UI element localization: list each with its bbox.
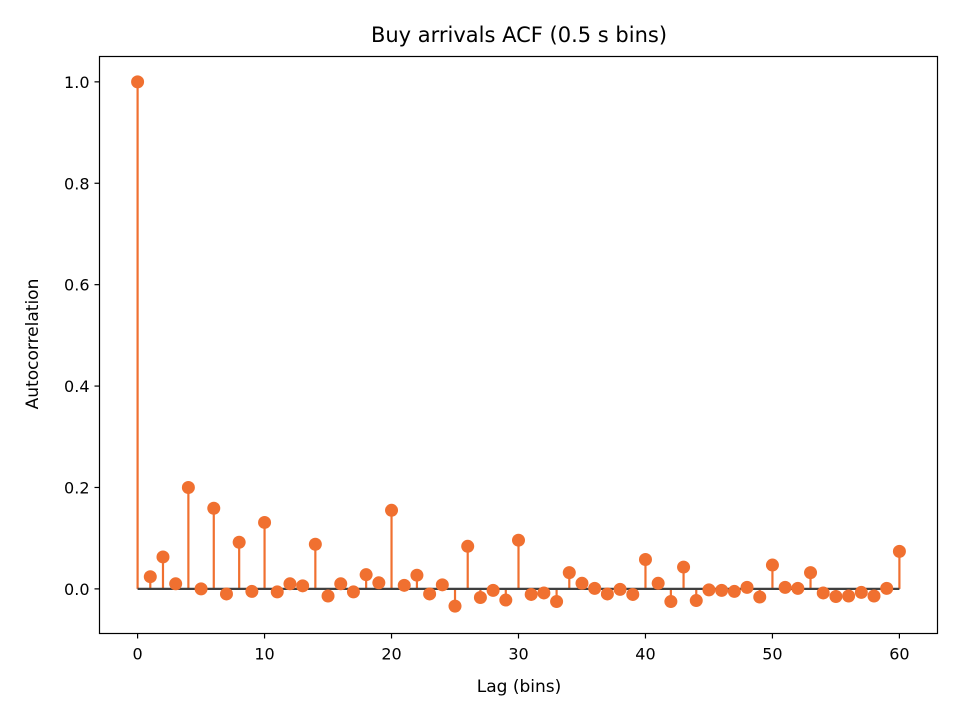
stem-marker: [727, 584, 741, 598]
x-tick-label: 30: [508, 645, 528, 664]
stem-marker: [131, 75, 145, 89]
stem-marker: [562, 566, 576, 580]
stem-marker: [283, 577, 297, 591]
stem-marker: [600, 587, 614, 601]
y-tick-label: 0.0: [64, 580, 89, 599]
stem-marker: [346, 585, 360, 599]
chart-title: Buy arrivals ACF (0.5 s bins): [371, 23, 667, 47]
x-tick-label: 50: [762, 645, 782, 664]
stem-marker: [791, 581, 805, 595]
stem-marker: [258, 515, 272, 529]
y-tick-label: 0.2: [64, 478, 89, 497]
y-tick-label: 0.8: [64, 174, 89, 193]
stem-marker: [169, 577, 183, 591]
x-tick-label: 60: [889, 645, 909, 664]
stem-marker: [816, 586, 830, 600]
stem-marker: [334, 577, 348, 591]
stem-marker: [156, 550, 170, 564]
stem-marker: [448, 599, 462, 613]
stem-marker: [207, 501, 221, 515]
stem-marker: [512, 533, 525, 547]
stem-marker: [689, 594, 703, 608]
stem-marker: [638, 552, 652, 566]
stem-marker: [524, 587, 538, 601]
stem-marker: [575, 576, 589, 590]
stem-marker: [740, 580, 754, 594]
stem-marker: [308, 537, 322, 551]
stem-marker: [410, 568, 424, 582]
stem-marker: [854, 585, 868, 599]
stem-marker: [842, 589, 856, 603]
stem-marker: [702, 583, 716, 597]
stem-marker: [867, 589, 881, 603]
stem-marker: [651, 576, 665, 590]
stem-marker: [473, 591, 487, 605]
y-axis-label: Autocorrelation: [23, 279, 43, 410]
stem-marker: [397, 578, 411, 592]
stem-marker: [588, 581, 602, 595]
stem-marker: [181, 480, 195, 494]
stem-marker: [804, 566, 818, 580]
x-tick-label: 20: [381, 645, 401, 664]
x-tick-label: 40: [635, 645, 655, 664]
stem-marker: [486, 583, 500, 597]
x-axis-label: Lag (bins): [477, 677, 562, 697]
stem-marker: [423, 587, 437, 601]
stem-marker: [245, 584, 259, 598]
stem-marker: [385, 503, 399, 517]
stem-marker: [765, 558, 779, 572]
stem-marker: [143, 570, 157, 584]
stem-marker: [613, 582, 627, 596]
y-tick-label: 0.4: [64, 377, 89, 396]
stem-marker: [626, 587, 640, 601]
stem-marker: [550, 595, 564, 609]
stem-marker: [270, 585, 284, 599]
stem-marker: [296, 579, 310, 593]
stem-marker: [880, 581, 894, 595]
x-tick-label: 0: [132, 645, 142, 664]
stem-marker: [372, 576, 386, 590]
stem-marker: [537, 586, 551, 600]
stem-marker: [232, 535, 246, 549]
stem-marker: [664, 595, 678, 609]
stem-marker: [499, 593, 513, 607]
stem-marker: [829, 589, 843, 603]
stem-marker: [194, 582, 208, 596]
stem-marker: [753, 590, 767, 604]
stem-marker: [892, 544, 906, 558]
stem-marker: [778, 580, 792, 594]
stem-marker: [321, 589, 335, 603]
stem-marker: [715, 583, 729, 597]
stem-marker: [219, 587, 233, 601]
y-tick-label: 1.0: [64, 73, 89, 92]
plot-area: [131, 75, 906, 613]
x-tick-label: 10: [254, 645, 274, 664]
stem-marker: [677, 560, 691, 574]
axis-ticks: 0 10 20 30 40 50 60 0.0 0.2 0.4 0.6 0.8 1.0: [64, 73, 910, 664]
stem-marker: [359, 568, 373, 582]
stem-marker: [461, 539, 475, 553]
y-tick-label: 0.6: [64, 276, 89, 295]
stem-marker: [435, 578, 449, 592]
